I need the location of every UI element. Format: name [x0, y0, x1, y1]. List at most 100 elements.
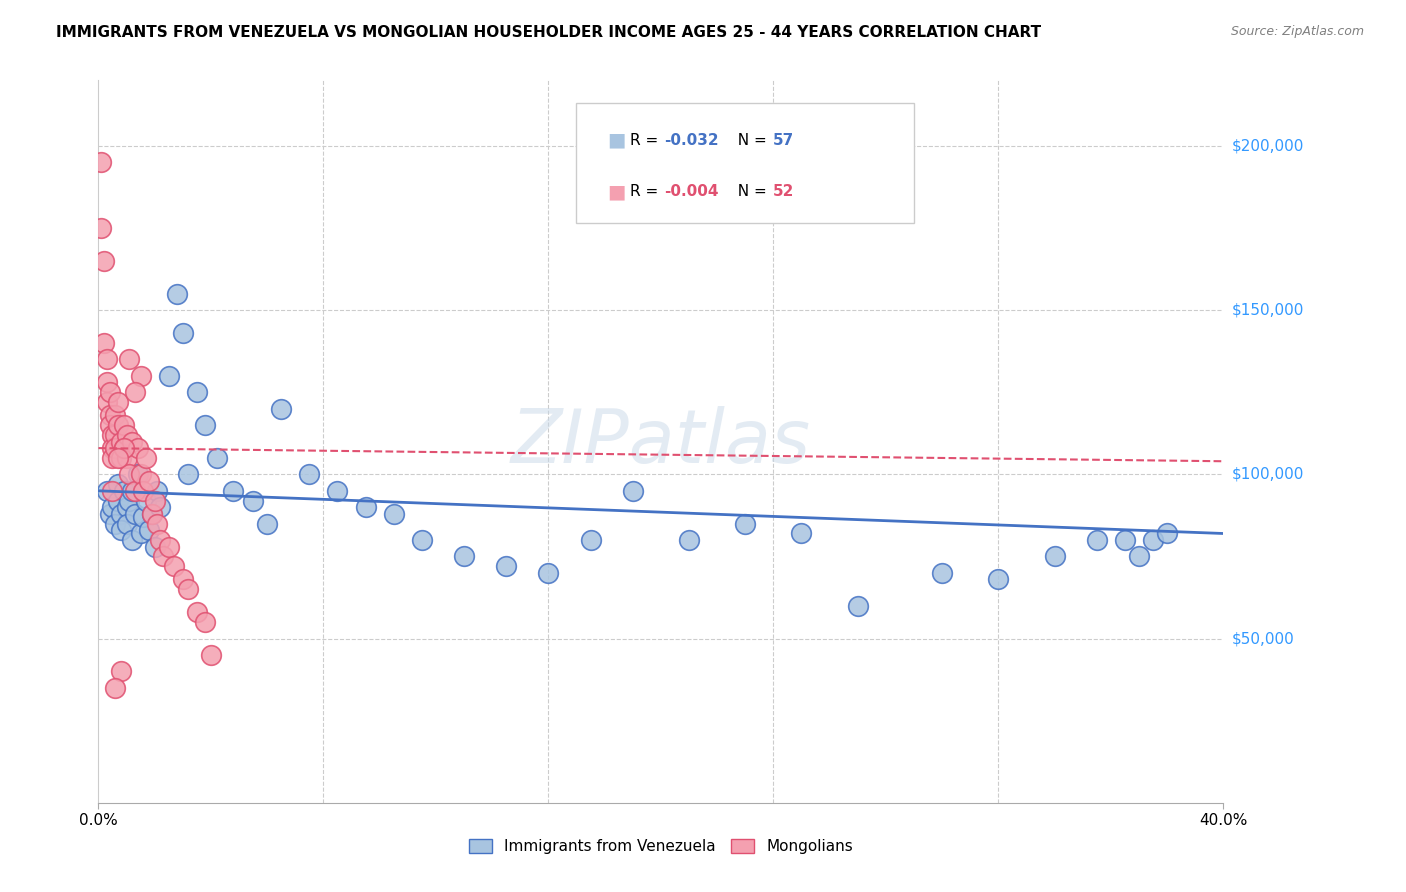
- Point: [132, 510, 155, 524]
- Point: [135, 493, 157, 508]
- Point: [118, 467, 141, 482]
- Point: [96, 395, 118, 409]
- Point: [172, 326, 194, 341]
- Point: [90, 155, 112, 169]
- Point: [115, 516, 138, 531]
- Point: [112, 418, 135, 433]
- Point: [846, 599, 869, 613]
- Text: $150,000: $150,000: [1232, 302, 1303, 318]
- Point: [112, 441, 135, 455]
- Text: $50,000: $50,000: [1232, 632, 1295, 646]
- Point: [129, 368, 152, 383]
- Point: [326, 483, 349, 498]
- Point: [129, 467, 152, 482]
- Text: 52: 52: [773, 185, 794, 199]
- Point: [149, 500, 172, 515]
- Point: [98, 385, 121, 400]
- Point: [93, 336, 115, 351]
- Point: [177, 582, 200, 597]
- Point: [112, 441, 135, 455]
- Point: [101, 483, 124, 498]
- Point: [242, 493, 264, 508]
- Point: [222, 483, 245, 498]
- Text: -0.004: -0.004: [664, 185, 718, 199]
- Point: [124, 385, 146, 400]
- Text: ZIPatlas: ZIPatlas: [510, 406, 811, 477]
- Point: [104, 441, 127, 455]
- Point: [107, 395, 129, 409]
- Point: [166, 286, 188, 301]
- Point: [121, 434, 143, 449]
- Point: [1043, 549, 1066, 564]
- Point: [734, 516, 756, 531]
- Point: [152, 549, 174, 564]
- Point: [200, 648, 222, 662]
- Point: [107, 477, 129, 491]
- Point: [270, 401, 292, 416]
- Point: [96, 483, 118, 498]
- Point: [146, 483, 169, 498]
- Text: IMMIGRANTS FROM VENEZUELA VS MONGOLIAN HOUSEHOLDER INCOME AGES 25 - 44 YEARS COR: IMMIGRANTS FROM VENEZUELA VS MONGOLIAN H…: [56, 25, 1042, 40]
- Point: [1156, 526, 1178, 541]
- Point: [90, 221, 112, 235]
- Point: [104, 409, 127, 423]
- Point: [107, 418, 129, 433]
- Point: [177, 467, 200, 482]
- Point: [186, 605, 208, 619]
- Point: [1114, 533, 1136, 547]
- Text: ■: ■: [607, 130, 626, 150]
- Point: [163, 559, 186, 574]
- Legend: Immigrants from Venezuela, Mongolians: Immigrants from Venezuela, Mongolians: [463, 833, 859, 860]
- Point: [121, 533, 143, 547]
- Point: [110, 665, 132, 679]
- Text: $200,000: $200,000: [1232, 138, 1303, 153]
- Point: [579, 533, 602, 547]
- Text: -0.032: -0.032: [664, 133, 718, 147]
- Point: [1142, 533, 1164, 547]
- Point: [110, 450, 132, 465]
- Text: R =: R =: [630, 185, 664, 199]
- Point: [101, 500, 124, 515]
- Point: [132, 483, 155, 498]
- Point: [1085, 533, 1108, 547]
- Point: [115, 450, 138, 465]
- Point: [354, 500, 377, 515]
- Point: [107, 493, 129, 508]
- Point: [101, 441, 124, 455]
- Point: [110, 434, 132, 449]
- Point: [186, 385, 208, 400]
- Point: [298, 467, 321, 482]
- Point: [101, 428, 124, 442]
- Point: [104, 428, 127, 442]
- Point: [124, 507, 146, 521]
- Point: [931, 566, 953, 580]
- Point: [138, 523, 160, 537]
- Text: R =: R =: [630, 133, 664, 147]
- Point: [172, 573, 194, 587]
- Point: [495, 559, 517, 574]
- Text: 57: 57: [773, 133, 794, 147]
- Point: [98, 507, 121, 521]
- Point: [382, 507, 405, 521]
- Point: [110, 507, 132, 521]
- Point: [790, 526, 813, 541]
- Point: [146, 516, 169, 531]
- Point: [143, 493, 166, 508]
- Text: Source: ZipAtlas.com: Source: ZipAtlas.com: [1230, 25, 1364, 38]
- Point: [141, 507, 163, 521]
- Point: [96, 352, 118, 367]
- Point: [537, 566, 560, 580]
- Point: [411, 533, 433, 547]
- Point: [101, 450, 124, 465]
- Point: [678, 533, 700, 547]
- Text: ■: ■: [607, 182, 626, 202]
- Point: [107, 450, 129, 465]
- Text: N =: N =: [728, 185, 772, 199]
- Point: [98, 418, 121, 433]
- Point: [256, 516, 278, 531]
- Point: [1128, 549, 1150, 564]
- Point: [138, 474, 160, 488]
- Point: [194, 418, 217, 433]
- Point: [104, 516, 127, 531]
- Point: [118, 493, 141, 508]
